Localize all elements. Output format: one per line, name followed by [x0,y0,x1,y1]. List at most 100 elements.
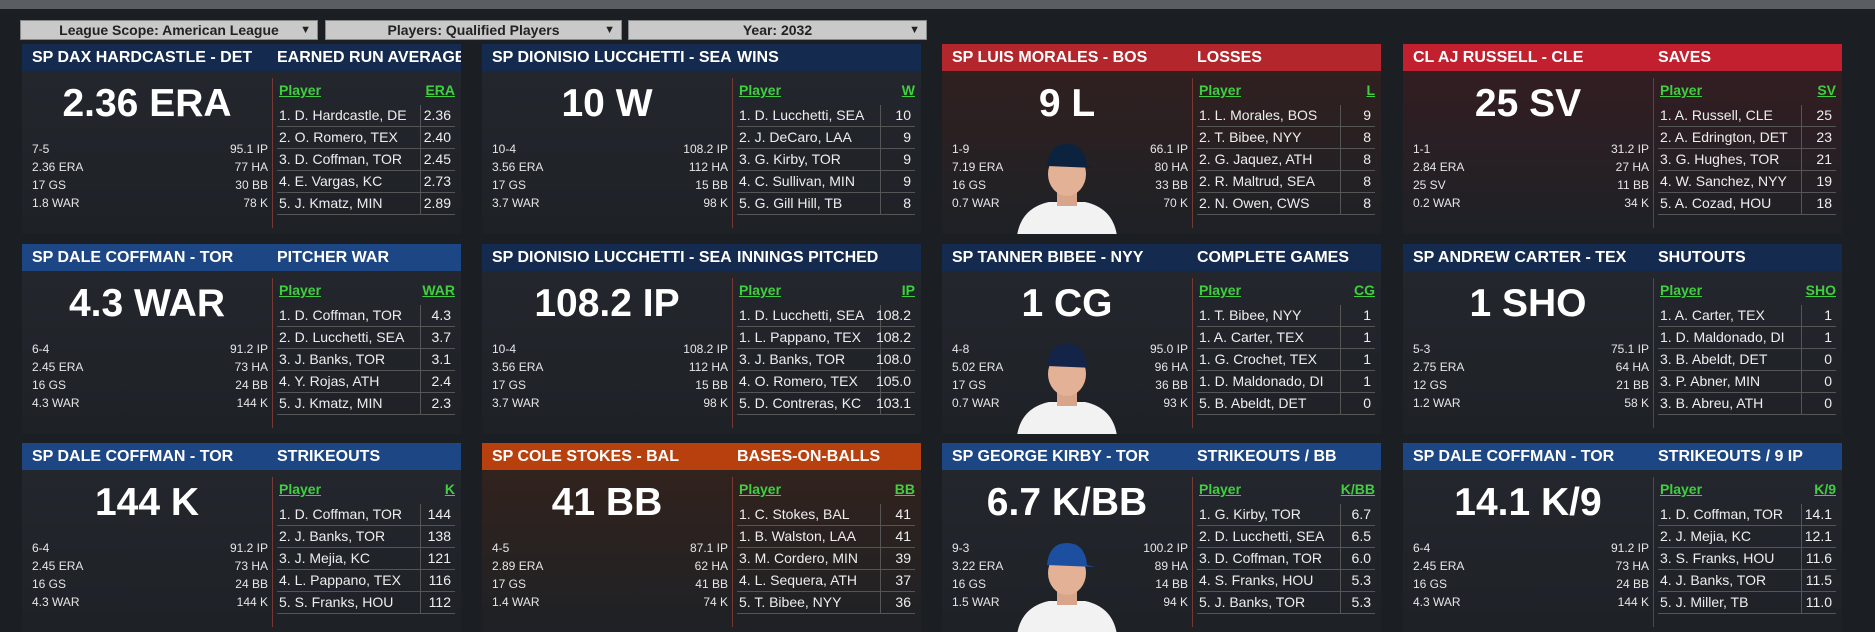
header-stat: STRIKEOUTS / BB [1197,448,1337,465]
leader-row: 5. A. Cozad, HOU 18 [1658,193,1836,215]
stat-right: 91.2 IP [1610,541,1649,555]
divider [732,477,733,627]
leader-row: 3. B. Abeldt, DET 0 [1658,349,1836,371]
stat-left: 17 GS [952,378,987,392]
leader-row: 1. D. Hardcastle, DE 2.36 [277,105,455,127]
row-divider [1340,171,1341,192]
stat-left: 6-4 [1413,541,1431,555]
row-divider [420,105,421,126]
table-header-stat: IP [901,282,915,298]
filter-dropdown[interactable]: Players: Qualified Players ▼ [325,20,622,40]
leader-row: 1. L. Morales, BOS 9 [1197,105,1375,127]
leader-name: 2. A. Edrington, DET [1660,129,1788,145]
table-header-player: Player [279,82,322,98]
stat-right: 31.2 IP [1610,142,1649,156]
leader-card: SP GEORGE KIRBY - TOR STRIKEOUTS / BB 6.7 … [942,443,1381,632]
leader-card: CL AJ RUSSELL - CLE SAVES 25 SV 1-1 2.84 ERA… [1403,44,1842,234]
leader-value: 0 [1363,395,1371,411]
leader-name: 1. D. Coffman, TOR [1660,506,1783,522]
table-header-stat: K/9 [1814,481,1836,497]
leader-value: 103.1 [875,395,911,411]
stat-right: 15 BB [695,378,728,392]
row-divider [1801,193,1802,214]
leader-value: 41 [895,528,911,544]
divider [1192,278,1193,428]
leader-row: 3. G. Kirby, TOR 9 [737,149,915,171]
stat-right: 112 HA [688,360,728,374]
leader-value: 2.36 [423,107,451,123]
table-header-stat: BB [894,481,915,497]
leader-name: 1. A. Carter, TEX [1199,329,1304,345]
leader-row: 2. T. Bibee, NYY 8 [1197,127,1375,149]
leader-value: 108.2 [875,329,911,345]
row-divider [1340,592,1341,613]
leader-name: 1. D. Coffman, TOR [279,506,402,522]
leader-name: 2. J. DeCaro, LAA [739,129,852,145]
leader-row: 3. J. Banks, TOR 108.0 [737,349,915,371]
stat-left: 5.02 ERA [952,360,1004,374]
card-header: SP DIONISIO LUCCHETTI - SEA INNINGS PITCH… [482,244,921,271]
row-divider [880,127,881,148]
stat-left: 1.4 WAR [492,595,540,609]
row-divider [880,327,881,348]
leader-name: 2. O. Romero, TEX [279,129,398,145]
leader-value: 121 [427,550,451,566]
dropdown-arrow: ▼ [300,24,311,36]
divider [1653,78,1654,228]
stat-right: 75.1 IP [1610,342,1649,356]
leader-name: 4. L. Pappano, TEX [279,572,401,588]
stat-left: 4-8 [952,342,970,356]
row-divider [880,504,881,525]
big-value: 6.7 K/BB [986,481,1148,524]
leader-name: 5. D. Contreras, KC [739,395,862,411]
leader-value: 2.3 [431,395,451,411]
leader-value: 2.40 [423,129,451,145]
leader-value: 23 [1816,129,1832,145]
stat-right: 15 BB [695,178,728,192]
leader-name: 5. J. Kmatz, MIN [279,195,383,211]
row-divider [420,171,421,192]
row-divider [1801,127,1802,148]
stat-right: 64 HA [1615,360,1649,374]
filter-dropdown[interactable]: Year: 2032 ▼ [628,20,927,40]
divider [1653,477,1654,627]
stat-left: 5-3 [1413,342,1431,356]
table-header-player: Player [1199,481,1242,497]
header-stat: SHUTOUTS [1658,249,1746,266]
leader-name: 4. J. Banks, TOR [1660,572,1767,588]
leader-name: 1. D. Maldonado, DI [1660,329,1785,345]
leader-value: 0 [1824,373,1832,389]
leader-row: 3. G. Hughes, TOR 21 [1658,149,1836,171]
leader-row: 2. J. Mejia, KC 12.1 [1658,526,1836,548]
leader-name: 1. D. Lucchetti, SEA [739,307,865,323]
stat-right: 91.2 IP [229,342,268,356]
big-value: 4.3 WAR [68,282,226,325]
header-stat: BASES-ON-BALLS [737,448,881,465]
leader-value: 36 [895,594,911,610]
stat-left: 4-5 [492,541,510,555]
leader-card: SP DALE COFFMAN - TOR STRIKEOUTS / 9 IP 14… [1403,443,1842,632]
filter-dropdown[interactable]: League Scope: American League ▼ [20,20,318,40]
leader-value: 2.4 [431,373,451,389]
row-divider [1801,171,1802,192]
leader-value: 9 [903,151,911,167]
header-player: SP TANNER BIBEE - NYY [952,249,1144,266]
header-player: SP ANDREW CARTER - TEX [1413,249,1627,266]
leader-name: 5. J. Kmatz, MIN [279,395,383,411]
dropdown-arrow: ▼ [604,24,615,36]
leader-row: 3. D. Coffman, TOR 6.0 [1197,548,1375,570]
row-divider [880,349,881,370]
stat-right: 144 K [236,396,268,410]
leader-value: 0 [1824,351,1832,367]
row-divider [1340,548,1341,569]
leader-value: 9 [903,173,911,189]
leader-name: 3. P. Abner, MIN [1660,373,1761,389]
row-divider [880,592,881,613]
table-header-player: Player [1199,82,1242,98]
divider [272,278,273,428]
stat-right: 21 BB [1616,378,1649,392]
leader-value: 9 [903,129,911,145]
leader-row: 5. G. Gill Hill, TB 8 [737,193,915,215]
leader-row: 1. C. Stokes, BAL 41 [737,504,915,526]
row-divider [1340,127,1341,148]
